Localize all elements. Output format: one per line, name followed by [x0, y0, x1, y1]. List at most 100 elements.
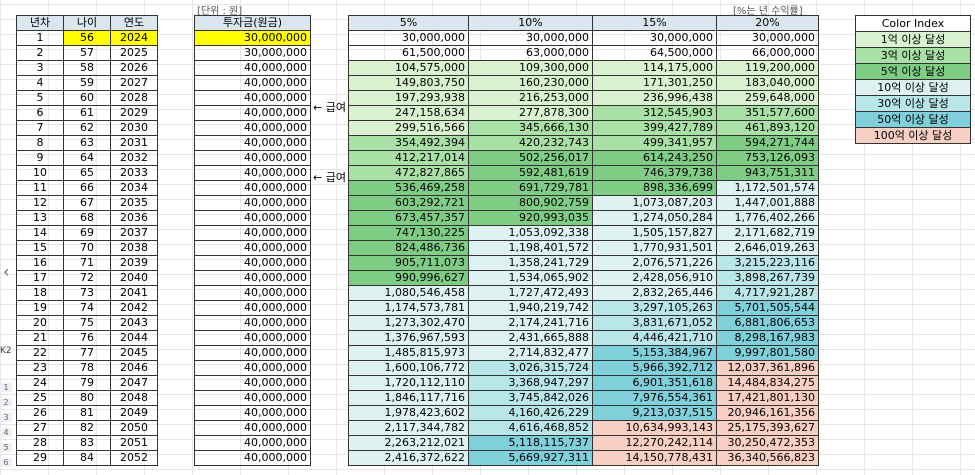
cell-investment[interactable]: 40,000,000: [194, 255, 311, 271]
cell-age[interactable]: 69: [63, 225, 111, 241]
cell-rate-10[interactable]: 1,940,219,742: [468, 300, 593, 316]
cell-year-index[interactable]: 1: [16, 30, 64, 46]
cell-age[interactable]: 56: [63, 30, 111, 46]
cell-calendar-year[interactable]: 2025: [110, 45, 158, 61]
cell-investment[interactable]: 40,000,000: [194, 375, 311, 391]
cell-calendar-year[interactable]: 2043: [110, 315, 158, 331]
cell-rate-5[interactable]: 61,500,000: [348, 45, 469, 61]
cell-age[interactable]: 84: [63, 450, 111, 466]
cell-calendar-year[interactable]: 2046: [110, 360, 158, 376]
cell-investment[interactable]: 40,000,000: [194, 75, 311, 91]
cell-rate-20[interactable]: 1,776,402,266: [716, 210, 819, 226]
cell-rate-5[interactable]: 603,292,721: [348, 195, 469, 211]
cell-rate-15[interactable]: 64,500,000: [592, 45, 717, 61]
cell-year-index[interactable]: 15: [16, 240, 64, 256]
cell-investment[interactable]: 40,000,000: [194, 90, 311, 106]
cell-age[interactable]: 67: [63, 195, 111, 211]
cell-rate-20[interactable]: 1,172,501,574: [716, 180, 819, 196]
cell-investment[interactable]: 40,000,000: [194, 210, 311, 226]
cell-year-index[interactable]: 5: [16, 90, 64, 106]
cell-investment[interactable]: 40,000,000: [194, 345, 311, 361]
cell-rate-20[interactable]: 1,447,001,888: [716, 195, 819, 211]
cell-rate-5[interactable]: 1,600,106,772: [348, 360, 469, 376]
cell-rate-5[interactable]: 104,575,000: [348, 60, 469, 76]
cell-rate-15[interactable]: 1,770,931,501: [592, 240, 717, 256]
cell-year-index[interactable]: 19: [16, 300, 64, 316]
cell-rate-10[interactable]: 1,534,065,902: [468, 270, 593, 286]
cell-age[interactable]: 83: [63, 435, 111, 451]
cell-year-index[interactable]: 4: [16, 75, 64, 91]
cell-rate-20[interactable]: 9,997,801,580: [716, 345, 819, 361]
cell-rate-10[interactable]: 5,669,927,311: [468, 450, 593, 466]
cell-rate-5[interactable]: 2,117,344,782: [348, 420, 469, 436]
cell-rate-15[interactable]: 236,996,438: [592, 90, 717, 106]
cell-investment[interactable]: 40,000,000: [194, 435, 311, 451]
cell-calendar-year[interactable]: 2044: [110, 330, 158, 346]
cell-rate-10[interactable]: 30,000,000: [468, 30, 593, 46]
cell-calendar-year[interactable]: 2024: [110, 30, 158, 46]
cell-rate-15[interactable]: 114,175,000: [592, 60, 717, 76]
cell-age[interactable]: 68: [63, 210, 111, 226]
cell-rate-5[interactable]: 472,827,865: [348, 165, 469, 181]
cell-rate-15[interactable]: 746,379,738: [592, 165, 717, 181]
cell-investment[interactable]: 30,000,000: [194, 45, 311, 61]
cell-investment[interactable]: 40,000,000: [194, 330, 311, 346]
cell-investment[interactable]: 40,000,000: [194, 150, 311, 166]
cell-rate-5[interactable]: 1,978,423,602: [348, 405, 469, 421]
cell-year-index[interactable]: 11: [16, 180, 64, 196]
cell-investment[interactable]: 40,000,000: [194, 240, 311, 256]
cell-year-index[interactable]: 29: [16, 450, 64, 466]
cell-rate-10[interactable]: 63,000,000: [468, 45, 593, 61]
cell-age[interactable]: 79: [63, 375, 111, 391]
cell-rate-10[interactable]: 592,481,619: [468, 165, 593, 181]
cell-investment[interactable]: 40,000,000: [194, 450, 311, 466]
cell-rate-5[interactable]: 30,000,000: [348, 30, 469, 46]
cell-rate-5[interactable]: 2,416,372,622: [348, 450, 469, 466]
cell-rate-5[interactable]: 673,457,357: [348, 210, 469, 226]
cell-calendar-year[interactable]: 2028: [110, 90, 158, 106]
cell-rate-20[interactable]: 36,340,566,823: [716, 450, 819, 466]
cell-rate-15[interactable]: 3,831,671,052: [592, 315, 717, 331]
cell-age[interactable]: 75: [63, 315, 111, 331]
cell-investment[interactable]: 40,000,000: [194, 180, 311, 196]
cell-age[interactable]: 80: [63, 390, 111, 406]
cell-year-index[interactable]: 13: [16, 210, 64, 226]
cell-rate-10[interactable]: 691,729,781: [468, 180, 593, 196]
cell-rate-15[interactable]: 7,976,554,361: [592, 390, 717, 406]
cell-rate-5[interactable]: 1,720,112,110: [348, 375, 469, 391]
cell-investment[interactable]: 40,000,000: [194, 195, 311, 211]
cell-calendar-year[interactable]: 2049: [110, 405, 158, 421]
cell-rate-10[interactable]: 420,232,743: [468, 135, 593, 151]
cell-rate-5[interactable]: 299,516,566: [348, 120, 469, 136]
cell-rate-20[interactable]: 351,577,600: [716, 105, 819, 121]
cell-rate-20[interactable]: 594,271,744: [716, 135, 819, 151]
cell-age[interactable]: 78: [63, 360, 111, 376]
cell-rate-5[interactable]: 412,217,014: [348, 150, 469, 166]
cell-rate-20[interactable]: 14,484,834,275: [716, 375, 819, 391]
cell-age[interactable]: 72: [63, 270, 111, 286]
cell-age[interactable]: 62: [63, 120, 111, 136]
cell-rate-10[interactable]: 800,902,759: [468, 195, 593, 211]
cell-calendar-year[interactable]: 2045: [110, 345, 158, 361]
cell-rate-20[interactable]: 2,171,682,719: [716, 225, 819, 241]
cell-calendar-year[interactable]: 2026: [110, 60, 158, 76]
cell-year-index[interactable]: 21: [16, 330, 64, 346]
cell-year-index[interactable]: 22: [16, 345, 64, 361]
cell-rate-20[interactable]: 20,946,161,356: [716, 405, 819, 421]
cell-rate-5[interactable]: 1,846,117,716: [348, 390, 469, 406]
cell-rate-5[interactable]: 354,492,394: [348, 135, 469, 151]
cell-age[interactable]: 59: [63, 75, 111, 91]
cell-age[interactable]: 66: [63, 180, 111, 196]
cell-rate-10[interactable]: 2,714,832,477: [468, 345, 593, 361]
cell-rate-20[interactable]: 461,893,120: [716, 120, 819, 136]
cell-rate-20[interactable]: 753,126,093: [716, 150, 819, 166]
cell-rate-20[interactable]: 3,898,267,739: [716, 270, 819, 286]
cell-rate-10[interactable]: 3,368,947,297: [468, 375, 593, 391]
cell-rate-15[interactable]: 312,545,903: [592, 105, 717, 121]
cell-age[interactable]: 61: [63, 105, 111, 121]
cell-rate-20[interactable]: 3,215,223,116: [716, 255, 819, 271]
cell-calendar-year[interactable]: 2035: [110, 195, 158, 211]
cell-calendar-year[interactable]: 2047: [110, 375, 158, 391]
cell-calendar-year[interactable]: 2030: [110, 120, 158, 136]
cell-calendar-year[interactable]: 2048: [110, 390, 158, 406]
